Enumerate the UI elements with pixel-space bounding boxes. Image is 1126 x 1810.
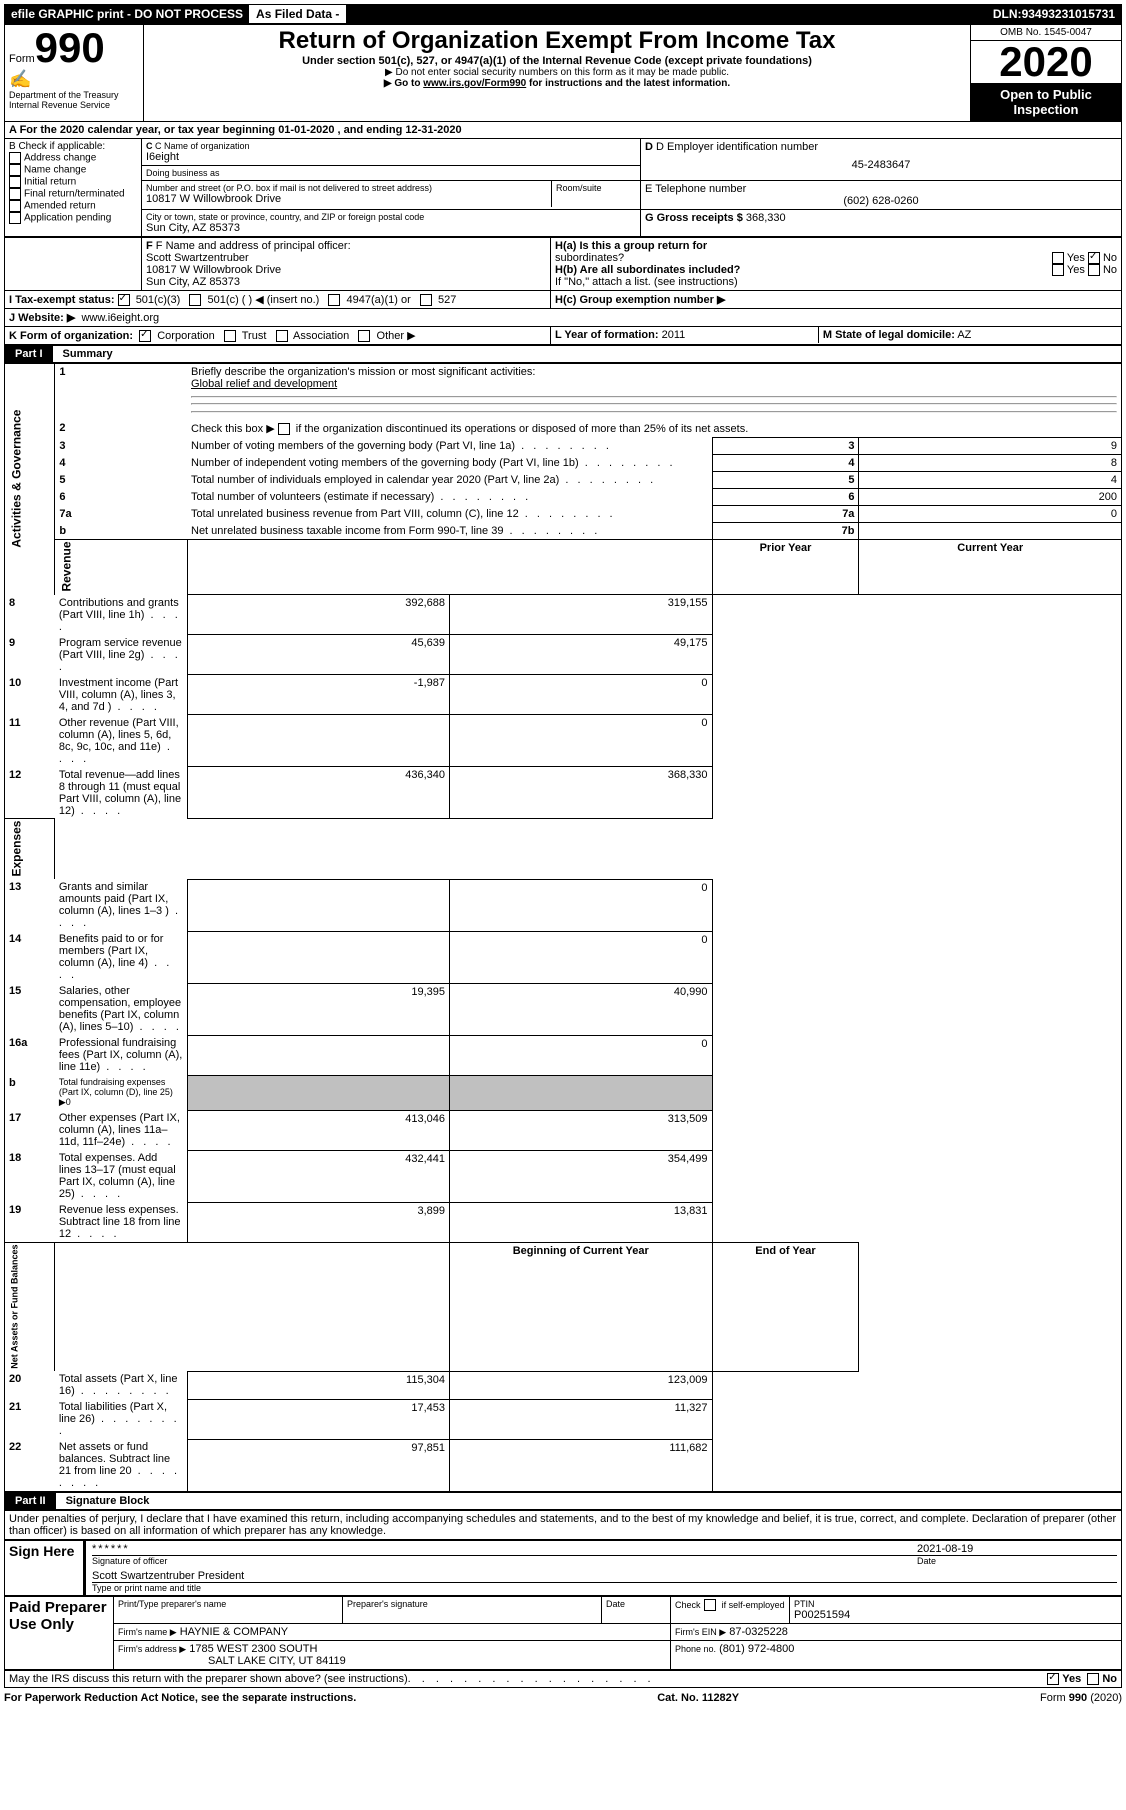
perjury: Under penalties of perjury, I declare th… bbox=[4, 1510, 1122, 1540]
sign-block: Sign Here ****** Signature of officer 20… bbox=[4, 1540, 1122, 1596]
b-addr: Address change bbox=[9, 152, 137, 164]
officer-name: Scott Swartzentruber bbox=[146, 252, 546, 264]
b-header: B Check if applicable: bbox=[9, 141, 137, 152]
b-init: Initial return bbox=[9, 176, 137, 188]
top-block: Form990 ✍ Department of the Treasury Int… bbox=[4, 24, 1122, 122]
firm-name: HAYNIE & COMPANY bbox=[180, 1626, 288, 1638]
side-rev: Revenue bbox=[55, 540, 187, 595]
dln: DLN: 93493231015731 bbox=[987, 5, 1121, 23]
tax-exempt-label: I Tax-exempt status: bbox=[9, 294, 115, 306]
entity-block: B Check if applicable: Address change Na… bbox=[4, 138, 1122, 237]
subtitle: Under section 501(c), 527, or 4947(a)(1)… bbox=[148, 55, 966, 67]
phone: (602) 628-0260 bbox=[645, 195, 1117, 207]
efile-header: efile GRAPHIC print - DO NOT PROCESS As … bbox=[4, 4, 1122, 24]
tax-year: 2020 bbox=[971, 41, 1121, 83]
gross-receipts: 368,330 bbox=[746, 212, 786, 224]
side-na: Net Assets or Fund Balances bbox=[5, 1243, 55, 1372]
asfiled-label: As Filed Data - bbox=[250, 5, 346, 23]
sign-date: 2021-08-19 bbox=[917, 1543, 1117, 1556]
b-final: Final return/terminated bbox=[9, 188, 137, 200]
paid-preparer: Paid Preparer Use Only Print/Type prepar… bbox=[4, 1596, 1122, 1670]
ein: 45-2483647 bbox=[645, 153, 1117, 177]
dept-treasury: Department of the Treasury bbox=[9, 90, 139, 100]
form-990: Form990 bbox=[9, 27, 139, 69]
street: 10817 W Willowbrook Drive bbox=[146, 193, 547, 205]
ssn-note: ▶ Do not enter social security numbers o… bbox=[148, 67, 966, 78]
mission: Global relief and development bbox=[191, 378, 337, 390]
side-exp: Expenses bbox=[5, 819, 55, 880]
footer: For Paperwork Reduction Act Notice, see … bbox=[4, 1692, 1122, 1704]
ptin: P00251594 bbox=[794, 1609, 1117, 1621]
org-name: I6eight bbox=[146, 151, 636, 163]
main-title: Return of Organization Exempt From Incom… bbox=[148, 27, 966, 55]
goto: ▶ Go to www.irs.gov/Form990 for instruct… bbox=[148, 78, 966, 89]
may-discuss: May the IRS discuss this return with the… bbox=[4, 1670, 1122, 1688]
b-amend: Amended return bbox=[9, 200, 137, 212]
efile-label: efile GRAPHIC print - DO NOT PROCESS bbox=[5, 5, 250, 23]
firm-phone: (801) 972-4800 bbox=[719, 1643, 794, 1655]
b-app: Application pending bbox=[9, 212, 137, 224]
website: www.i6eight.org bbox=[81, 312, 159, 324]
fh-block: F F Name and address of principal office… bbox=[4, 237, 1122, 345]
part2-header: Part II Signature Block bbox=[4, 1492, 1122, 1510]
signer-name: Scott Swartzentruber President bbox=[92, 1570, 1117, 1583]
part1-header: Part I Summary bbox=[4, 345, 1122, 363]
b-name: Name change bbox=[9, 164, 137, 176]
city: Sun City, AZ 85373 bbox=[146, 222, 636, 234]
dba-label: Doing business as bbox=[146, 168, 636, 178]
line-a: A For the 2020 calendar year, or tax yea… bbox=[4, 122, 1122, 138]
group-exemption: H(c) Group exemption number ▶ bbox=[555, 294, 725, 306]
dept-irs: Internal Revenue Service bbox=[9, 100, 139, 110]
side-ag: Activities & Governance bbox=[5, 364, 55, 595]
open-to-public: Open to PublicInspection bbox=[971, 83, 1121, 121]
summary-table: Activities & Governance 1 Briefly descri… bbox=[4, 363, 1122, 1492]
firm-ein: 87-0325228 bbox=[729, 1626, 788, 1638]
